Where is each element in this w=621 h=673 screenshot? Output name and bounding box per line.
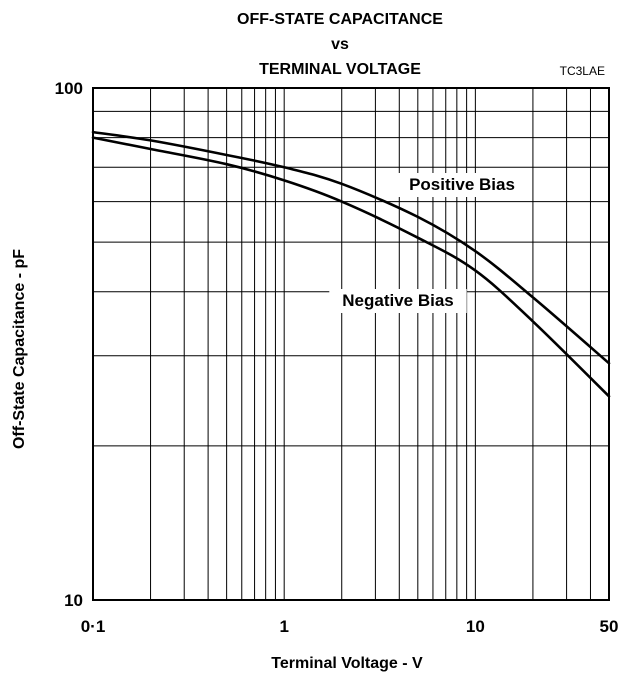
y-axis-label: Off-State Capacitance - pF: [11, 249, 28, 449]
plot-frame: [92, 87, 610, 601]
series-labels: Positive Bias Negative Bias: [329, 173, 531, 313]
chart-title-line-1: OFF-STATE CAPACITANCE: [237, 11, 443, 28]
x-tick-label: 0·1: [81, 617, 106, 636]
series-line-positive-bias: [91, 130, 611, 365]
series-label-positive-bias: Positive Bias: [409, 175, 515, 194]
y-tick-label: 10: [64, 591, 83, 610]
series-label-bg: [329, 289, 467, 313]
chart-title-line-3: TERMINAL VOLTAGE: [259, 61, 421, 78]
series-label-bg: [393, 173, 531, 197]
y-tick-label: 100: [55, 79, 83, 98]
data-series: [91, 130, 611, 398]
x-tick-label: 50: [600, 617, 619, 636]
tick-labels: 0·1 1 10 50 10 100: [55, 79, 619, 636]
series-line-negative-bias: [91, 136, 611, 398]
x-tick-label: 10: [466, 617, 485, 636]
grid-lines: [93, 88, 609, 600]
chart-title-line-2: vs: [331, 36, 349, 53]
figure-code: TC3LAE: [560, 64, 605, 78]
series-label-negative-bias: Negative Bias: [342, 291, 454, 310]
x-tick-label: 1: [279, 617, 288, 636]
x-axis-label: Terminal Voltage - V: [271, 655, 423, 672]
